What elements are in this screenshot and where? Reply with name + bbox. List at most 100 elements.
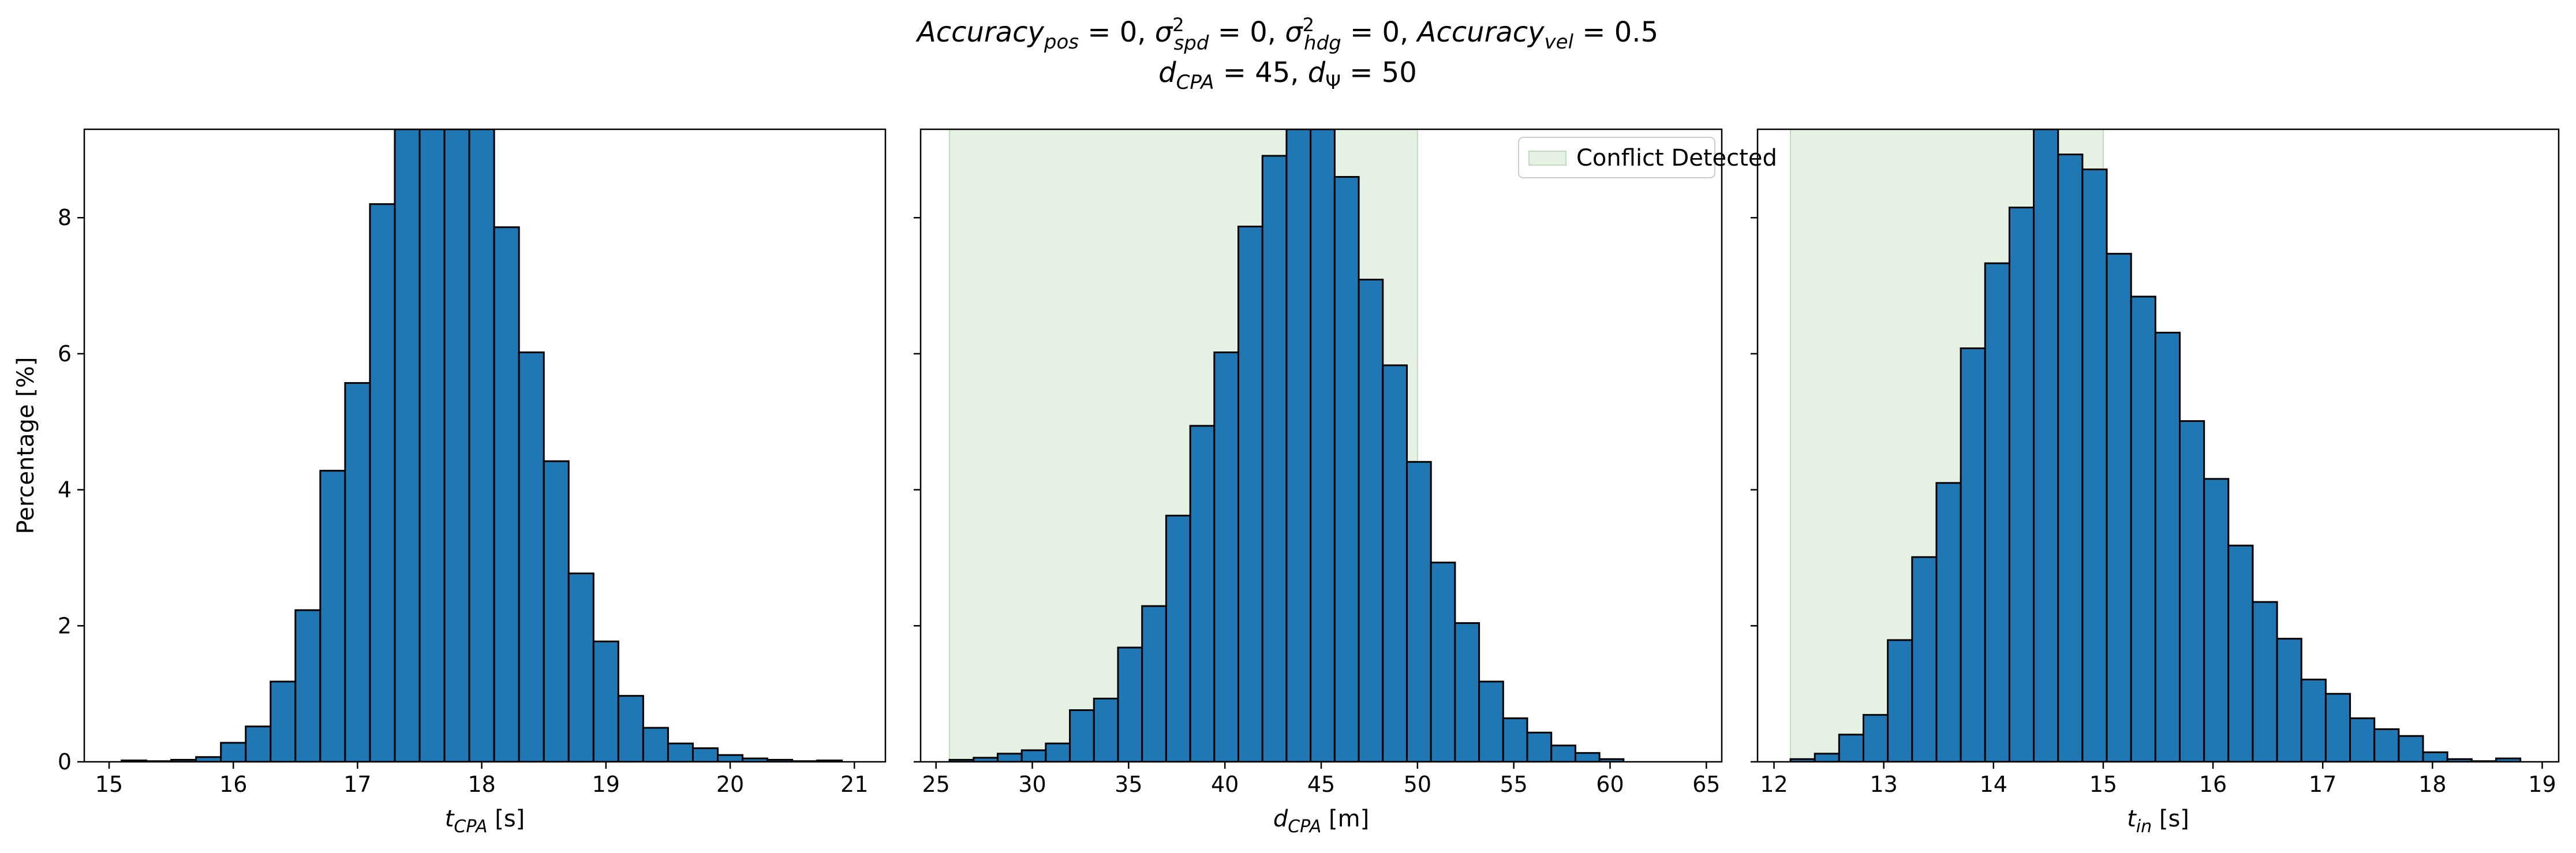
histogram-bar bbox=[369, 203, 396, 762]
histogram-bar bbox=[2300, 678, 2327, 762]
axes-frame bbox=[83, 128, 887, 763]
y-tick-label: 6 bbox=[58, 341, 72, 366]
histogram-panels: 15 16 17 18 19 20 21 0 2 4 6 8 tCPA [s] 25 30 35 40 45 50 5… bbox=[58, 128, 2560, 837]
histogram-bar bbox=[1045, 742, 1071, 762]
histogram-bar bbox=[996, 753, 1023, 762]
histogram-bar bbox=[2324, 693, 2351, 762]
histogram-bar bbox=[2154, 331, 2181, 762]
histogram-bar bbox=[2398, 735, 2424, 762]
histogram-bar bbox=[2349, 717, 2376, 762]
legend: Conflict Detected bbox=[1518, 137, 1777, 178]
y-axis-label: Percentage [%] bbox=[13, 357, 39, 534]
x-tick-label: 15 bbox=[95, 772, 123, 797]
histogram-bar bbox=[1814, 753, 1840, 762]
histogram-bar bbox=[1093, 697, 1119, 762]
histogram-bar bbox=[1165, 514, 1191, 762]
histogram-bar bbox=[1020, 749, 1047, 762]
histogram-bar bbox=[394, 129, 421, 762]
histogram-bar bbox=[1502, 717, 1528, 762]
histogram-bar bbox=[617, 695, 644, 762]
x-tick-label: 18 bbox=[2418, 772, 2446, 797]
histogram-bar bbox=[245, 725, 272, 762]
plot-area bbox=[948, 129, 1625, 762]
x-tick-label: 16 bbox=[219, 772, 247, 797]
histogram-bar bbox=[2495, 757, 2522, 762]
histogram-bar bbox=[567, 573, 595, 762]
histogram-bar bbox=[1550, 744, 1576, 762]
histogram-bar bbox=[1984, 262, 2010, 762]
x-tick-label: 35 bbox=[1115, 772, 1142, 797]
histogram-bar bbox=[270, 680, 297, 762]
x-tick-label: 40 bbox=[1211, 772, 1239, 797]
x-tick-label: 19 bbox=[592, 772, 620, 797]
x-tick-label: 17 bbox=[2309, 772, 2336, 797]
histogram-bar bbox=[543, 460, 570, 762]
x-tick-label: 19 bbox=[2528, 772, 2556, 797]
histogram-bar bbox=[2203, 478, 2230, 762]
legend-box bbox=[1518, 137, 1715, 178]
y-tick-label: 8 bbox=[58, 205, 72, 230]
histogram-bar bbox=[1358, 278, 1384, 762]
x-tick-label: 45 bbox=[1307, 772, 1335, 797]
histogram-bar bbox=[1454, 622, 1480, 762]
histogram-bar bbox=[468, 129, 495, 762]
y-tick-label: 0 bbox=[58, 749, 72, 775]
histogram-bar bbox=[1117, 646, 1143, 762]
histogram-bar bbox=[1189, 425, 1216, 762]
x-tick-label: 14 bbox=[1980, 772, 2007, 797]
histogram-bar bbox=[2422, 751, 2448, 762]
histogram-bar bbox=[1478, 680, 1504, 762]
panel-1: 15 16 17 18 19 20 21 0 2 4 6 8 tCPA [s] bbox=[58, 128, 887, 837]
histogram-bar bbox=[2130, 295, 2156, 762]
histogram-bar bbox=[1069, 709, 1095, 762]
histogram-bar bbox=[1261, 155, 1288, 762]
histogram-bar bbox=[443, 129, 470, 762]
axes-frame bbox=[1756, 128, 2560, 763]
x-tick-label: 17 bbox=[343, 772, 371, 797]
histogram-bar bbox=[642, 727, 669, 762]
histogram-bar bbox=[418, 129, 446, 762]
x-tick-label: 60 bbox=[1596, 772, 1624, 797]
x-tick-label: 16 bbox=[2199, 772, 2227, 797]
histogram-bar bbox=[1382, 364, 1408, 762]
x-tick-label: 25 bbox=[922, 772, 950, 797]
x-tick-label: 55 bbox=[1500, 772, 1527, 797]
histogram-bar bbox=[592, 640, 619, 762]
histogram-bar bbox=[1838, 734, 1865, 762]
histogram-bar bbox=[1333, 175, 1360, 762]
histogram-bar bbox=[2033, 129, 2059, 762]
x-tick-label: 15 bbox=[2089, 772, 2117, 797]
x-tick-label: 50 bbox=[1404, 772, 1431, 797]
histogram-bar bbox=[667, 742, 694, 762]
histogram-bar bbox=[1863, 714, 1889, 762]
x-axis-label: dCPA [m] bbox=[1273, 806, 1369, 837]
histogram-bar bbox=[2106, 253, 2132, 762]
histogram-bar bbox=[344, 382, 371, 762]
x-tick-label: 18 bbox=[468, 772, 495, 797]
histogram-bar bbox=[716, 754, 744, 762]
x-tick-label: 65 bbox=[1692, 772, 1720, 797]
legend-swatch bbox=[1528, 151, 1566, 166]
panel-2: 25 30 35 40 45 50 55 60 65 dCPA [m] Conflict Detec… bbox=[914, 128, 1777, 837]
histogram-bar bbox=[1141, 605, 1167, 762]
histogram-bar bbox=[220, 742, 247, 762]
histogram-bar bbox=[1935, 482, 1962, 762]
x-tick-label: 12 bbox=[1760, 772, 1788, 797]
histogram-bar bbox=[1285, 129, 1312, 762]
legend-label: Conflict Detected bbox=[1576, 145, 1777, 171]
histogram-bar bbox=[1526, 731, 1553, 762]
x-tick-label: 21 bbox=[840, 772, 868, 797]
plot-area bbox=[121, 129, 843, 762]
title-line-2: dCPA = 45, dΨ = 50 bbox=[1158, 57, 1417, 94]
histogram-bar bbox=[1310, 129, 1336, 762]
histogram-bar bbox=[1574, 752, 1601, 762]
histogram-bar bbox=[2373, 728, 2400, 762]
histogram-bar bbox=[1911, 556, 1938, 762]
x-tick-label: 30 bbox=[1018, 772, 1046, 797]
suptitle: Accuracypos = 0, σ2 spd = 0, σ2 hdg = 0, A… bbox=[915, 14, 1658, 94]
histogram-bar bbox=[2276, 638, 2302, 762]
x-tick-label: 20 bbox=[716, 772, 744, 797]
histogram-bar bbox=[1405, 461, 1432, 762]
histogram-bar bbox=[1887, 639, 1913, 762]
